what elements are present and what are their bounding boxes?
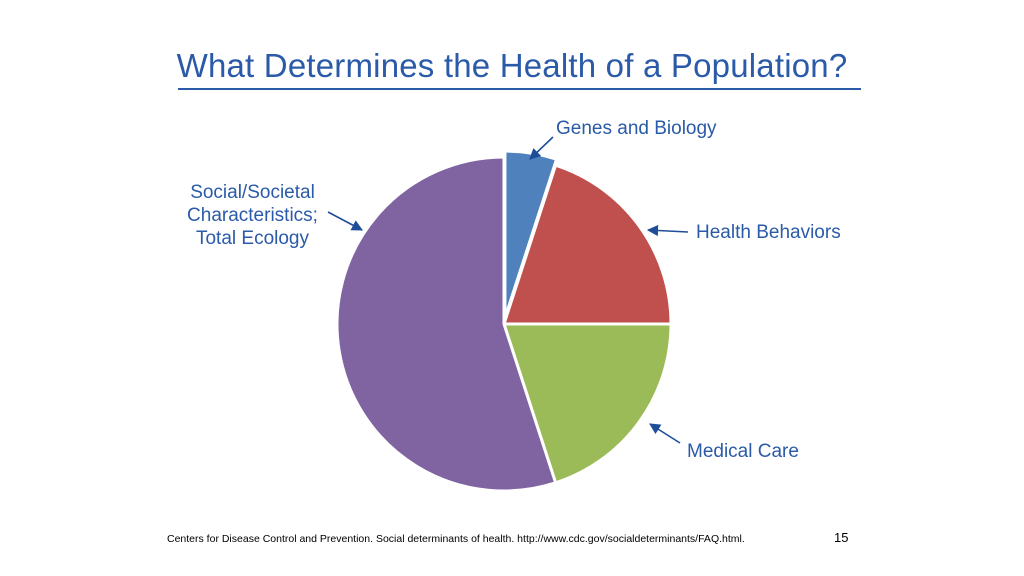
- label-social-line-3: Total Ecology: [195, 228, 309, 249]
- pointer-medical: [649, 423, 681, 444]
- label-medical-care: Medical Care: [687, 441, 799, 462]
- pie-slice-social-societal-characteristics-total-ecology: [335, 155, 558, 493]
- title-underline: [178, 88, 861, 90]
- pie-slice-health-behaviors: [502, 163, 673, 326]
- label-social-line-1: Social/Societal: [190, 182, 315, 203]
- citation: Centers for Disease Control and Preventi…: [167, 533, 745, 545]
- label-health-behaviors: Health Behaviors: [696, 222, 841, 243]
- label-social-societal: Social/Societal Characteristics; Total E…: [160, 181, 345, 250]
- label-social-line-2: Characteristics;: [187, 205, 318, 226]
- label-pointers: [327, 136, 689, 444]
- pointer-behaviors: [646, 224, 689, 237]
- pointer-social: [327, 211, 363, 231]
- pie-slices: [335, 149, 673, 493]
- slide-title: What Determines the Health of a Populati…: [176, 47, 848, 84]
- page-number: 15: [834, 530, 849, 545]
- pie-slice-medical-care: [502, 322, 673, 485]
- pointer-genes: [529, 136, 554, 160]
- label-genes-and-biology: Genes and Biology: [556, 118, 717, 139]
